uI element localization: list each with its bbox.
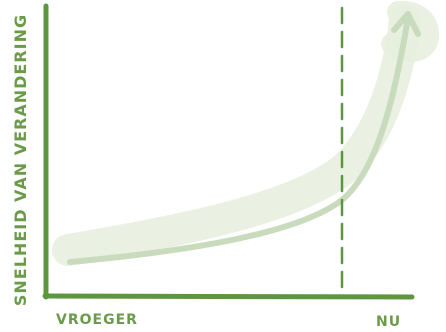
x-axis-label-left: VROEGER <box>56 312 138 328</box>
y-axis-label: SNELHEID VAN VERANDERING <box>11 14 30 306</box>
trend-arrowhead <box>391 11 421 37</box>
x-axis <box>42 293 415 300</box>
trend-band <box>52 4 421 266</box>
x-axis-label-right: NU <box>376 314 401 330</box>
